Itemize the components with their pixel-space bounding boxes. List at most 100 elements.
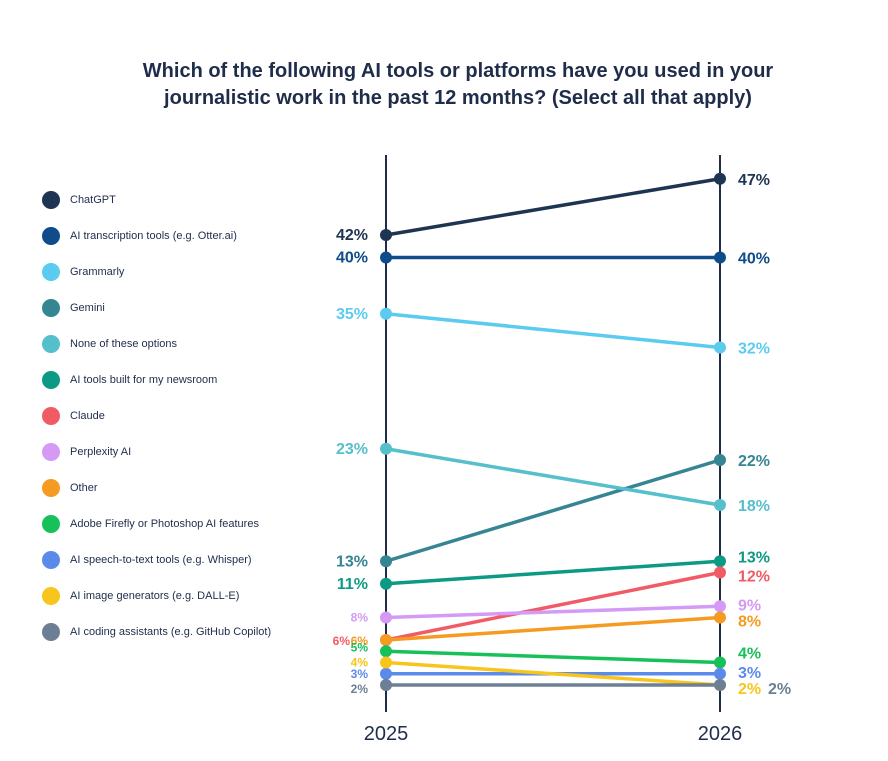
legend-swatch <box>42 407 60 425</box>
legend-swatch <box>42 335 60 353</box>
value-label-adobe-firefly-or-photoshop-ai-features-2025: 5% <box>351 640 369 654</box>
point-ai-transcription-tools-e-g-otter-ai-2026 <box>714 251 726 264</box>
value-label-chatgpt-2025: 42% <box>336 227 368 244</box>
value-label-ai-coding-assistants-e-g-github-copilot-2026: 2% <box>768 681 791 698</box>
legend-label: Gemini <box>70 302 105 314</box>
value-label-adobe-firefly-or-photoshop-ai-features-2026: 4% <box>738 646 761 663</box>
value-label-gemini-2025: 13% <box>336 553 368 570</box>
value-label-perplexity-ai-2026: 9% <box>738 597 761 614</box>
point-other-2026 <box>714 611 726 624</box>
point-adobe-firefly-or-photoshop-ai-features-2025 <box>380 645 392 658</box>
point-chatgpt-2026 <box>714 172 726 185</box>
point-claude-2026 <box>714 566 726 579</box>
x-tick-label-2026: 2026 <box>698 723 743 745</box>
legend-swatch <box>42 623 60 641</box>
legend-swatch <box>42 191 60 209</box>
value-label-ai-image-generators-e-g-dall-e-2025: 4% <box>351 656 369 670</box>
point-none-of-these-options-2026 <box>714 499 726 511</box>
value-label-chatgpt-2026: 47% <box>738 172 770 189</box>
point-grammarly-2026 <box>714 341 726 354</box>
legend-swatch <box>42 515 60 533</box>
value-label-other-2026: 8% <box>738 614 761 631</box>
series-line-adobe-firefly-or-photoshop-ai-features <box>384 649 722 665</box>
legend-label: AI tools built for my newsroom <box>70 374 218 386</box>
point-ai-image-generators-e-g-dall-e-2025 <box>380 656 392 669</box>
legend-label: AI speech-to-text tools (e.g. Whisper) <box>70 554 252 566</box>
legend-label: None of these options <box>70 338 178 350</box>
legend-label: ChatGPT <box>70 194 116 206</box>
legend-swatch <box>42 551 60 569</box>
legend-item-none-of-these-options: None of these options <box>42 334 177 354</box>
legend-item-ai-tools-built-for-my-newsroom: AI tools built for my newsroom <box>42 370 217 390</box>
legend-item-ai-speech-to-text-tools-e-g-whisper: AI speech-to-text tools (e.g. Whisper) <box>42 550 252 570</box>
series-line-grammarly <box>384 312 722 350</box>
value-label-ai-coding-assistants-e-g-github-copilot-2025: 2% <box>351 682 369 696</box>
value-label-ai-transcription-tools-e-g-otter-ai-2025: 40% <box>336 250 368 267</box>
legend-label: Claude <box>70 410 105 422</box>
series-line-chatgpt <box>384 177 722 237</box>
series-line-none-of-these-options <box>384 447 722 507</box>
point-ai-tools-built-for-my-newsroom-2026 <box>714 555 726 568</box>
value-label-ai-speech-to-text-tools-e-g-whisper-2026: 3% <box>738 665 761 682</box>
point-perplexity-ai-2025 <box>380 611 392 624</box>
point-gemini-2026 <box>714 454 726 466</box>
legend-label: AI image generators (e.g. DALL-E) <box>70 590 240 602</box>
legend-item-ai-coding-assistants-e-g-github-copilot: AI coding assistants (e.g. GitHub Copilo… <box>42 622 271 642</box>
point-ai-coding-assistants-e-g-github-copilot-2026 <box>714 679 726 691</box>
point-ai-speech-to-text-tools-e-g-whisper-2025 <box>380 667 392 680</box>
chart-title: Which of the following AI tools or platf… <box>142 60 774 109</box>
point-none-of-these-options-2025 <box>380 442 392 455</box>
legend-label: Grammarly <box>70 266 125 278</box>
legend-label: Adobe Firefly or Photoshop AI features <box>70 518 259 530</box>
x-tick-label-2025: 2025 <box>364 723 409 745</box>
point-ai-coding-assistants-e-g-github-copilot-2025 <box>380 679 392 691</box>
legend-label: AI coding assistants (e.g. GitHub Copilo… <box>70 626 272 638</box>
point-ai-tools-built-for-my-newsroom-2025 <box>380 577 392 590</box>
value-label-ai-transcription-tools-e-g-otter-ai-2026: 40% <box>738 251 770 268</box>
point-ai-speech-to-text-tools-e-g-whisper-2026 <box>714 667 726 680</box>
point-chatgpt-2025 <box>380 229 392 241</box>
legend-item-adobe-firefly-or-photoshop-ai-features: Adobe Firefly or Photoshop AI features <box>42 514 259 534</box>
point-gemini-2025 <box>380 555 392 568</box>
series-line-ai-image-generators-e-g-dall-e <box>384 660 722 687</box>
value-label-ai-tools-built-for-my-newsroom-2025: 11% <box>337 576 368 593</box>
legend-label: Perplexity AI <box>70 446 132 458</box>
legend-item-chatgpt: ChatGPT <box>42 190 116 210</box>
legend-swatch <box>42 263 60 281</box>
value-label-perplexity-ai-2025: 8% <box>351 611 369 625</box>
value-label-none-of-these-options-2026: 18% <box>738 498 770 515</box>
value-label-ai-speech-to-text-tools-e-g-whisper-2025: 3% <box>351 667 369 681</box>
series-line-gemini <box>384 458 722 563</box>
point-other-2025 <box>380 634 392 646</box>
point-perplexity-ai-2026 <box>714 600 726 613</box>
value-label-claude-2026: 12% <box>738 569 770 586</box>
series-line-ai-tools-built-for-my-newsroom <box>384 559 722 586</box>
value-label-other-2025: 6% <box>351 634 369 648</box>
legend-label: AI transcription tools (e.g. Otter.ai) <box>70 230 237 242</box>
series-line-perplexity-ai <box>384 604 722 620</box>
legend-item-ai-image-generators-e-g-dall-e: AI image generators (e.g. DALL-E) <box>42 586 239 606</box>
point-grammarly-2025 <box>380 307 392 320</box>
legend-swatch <box>42 227 60 245</box>
value-label-grammarly-2026: 32% <box>738 341 770 358</box>
series-line-other <box>384 615 722 642</box>
legend-swatch <box>42 443 60 461</box>
legend-item-grammarly: Grammarly <box>42 262 124 282</box>
legend-item-ai-transcription-tools-e-g-otter-ai: AI transcription tools (e.g. Otter.ai) <box>42 226 237 246</box>
legend-label: Other <box>70 482 98 494</box>
value-label-ai-image-generators-e-g-dall-e-2026: 2% <box>738 681 761 698</box>
value-label-gemini-2026: 22% <box>738 453 770 470</box>
legend-item-perplexity-ai: Perplexity AI <box>42 442 131 462</box>
point-ai-transcription-tools-e-g-otter-ai-2025 <box>380 251 392 264</box>
legend-swatch <box>42 479 60 497</box>
point-adobe-firefly-or-photoshop-ai-features-2026 <box>714 656 726 669</box>
series-line-claude <box>384 570 722 642</box>
value-label-none-of-these-options-2025: 23% <box>336 441 368 458</box>
legend-item-gemini: Gemini <box>42 298 105 318</box>
legend-item-claude: Claude <box>42 406 105 426</box>
value-label-claude-2025: 6% <box>333 634 351 648</box>
value-label-grammarly-2025: 35% <box>336 306 368 323</box>
legend-item-other: Other <box>42 478 98 498</box>
legend-swatch <box>42 299 60 317</box>
